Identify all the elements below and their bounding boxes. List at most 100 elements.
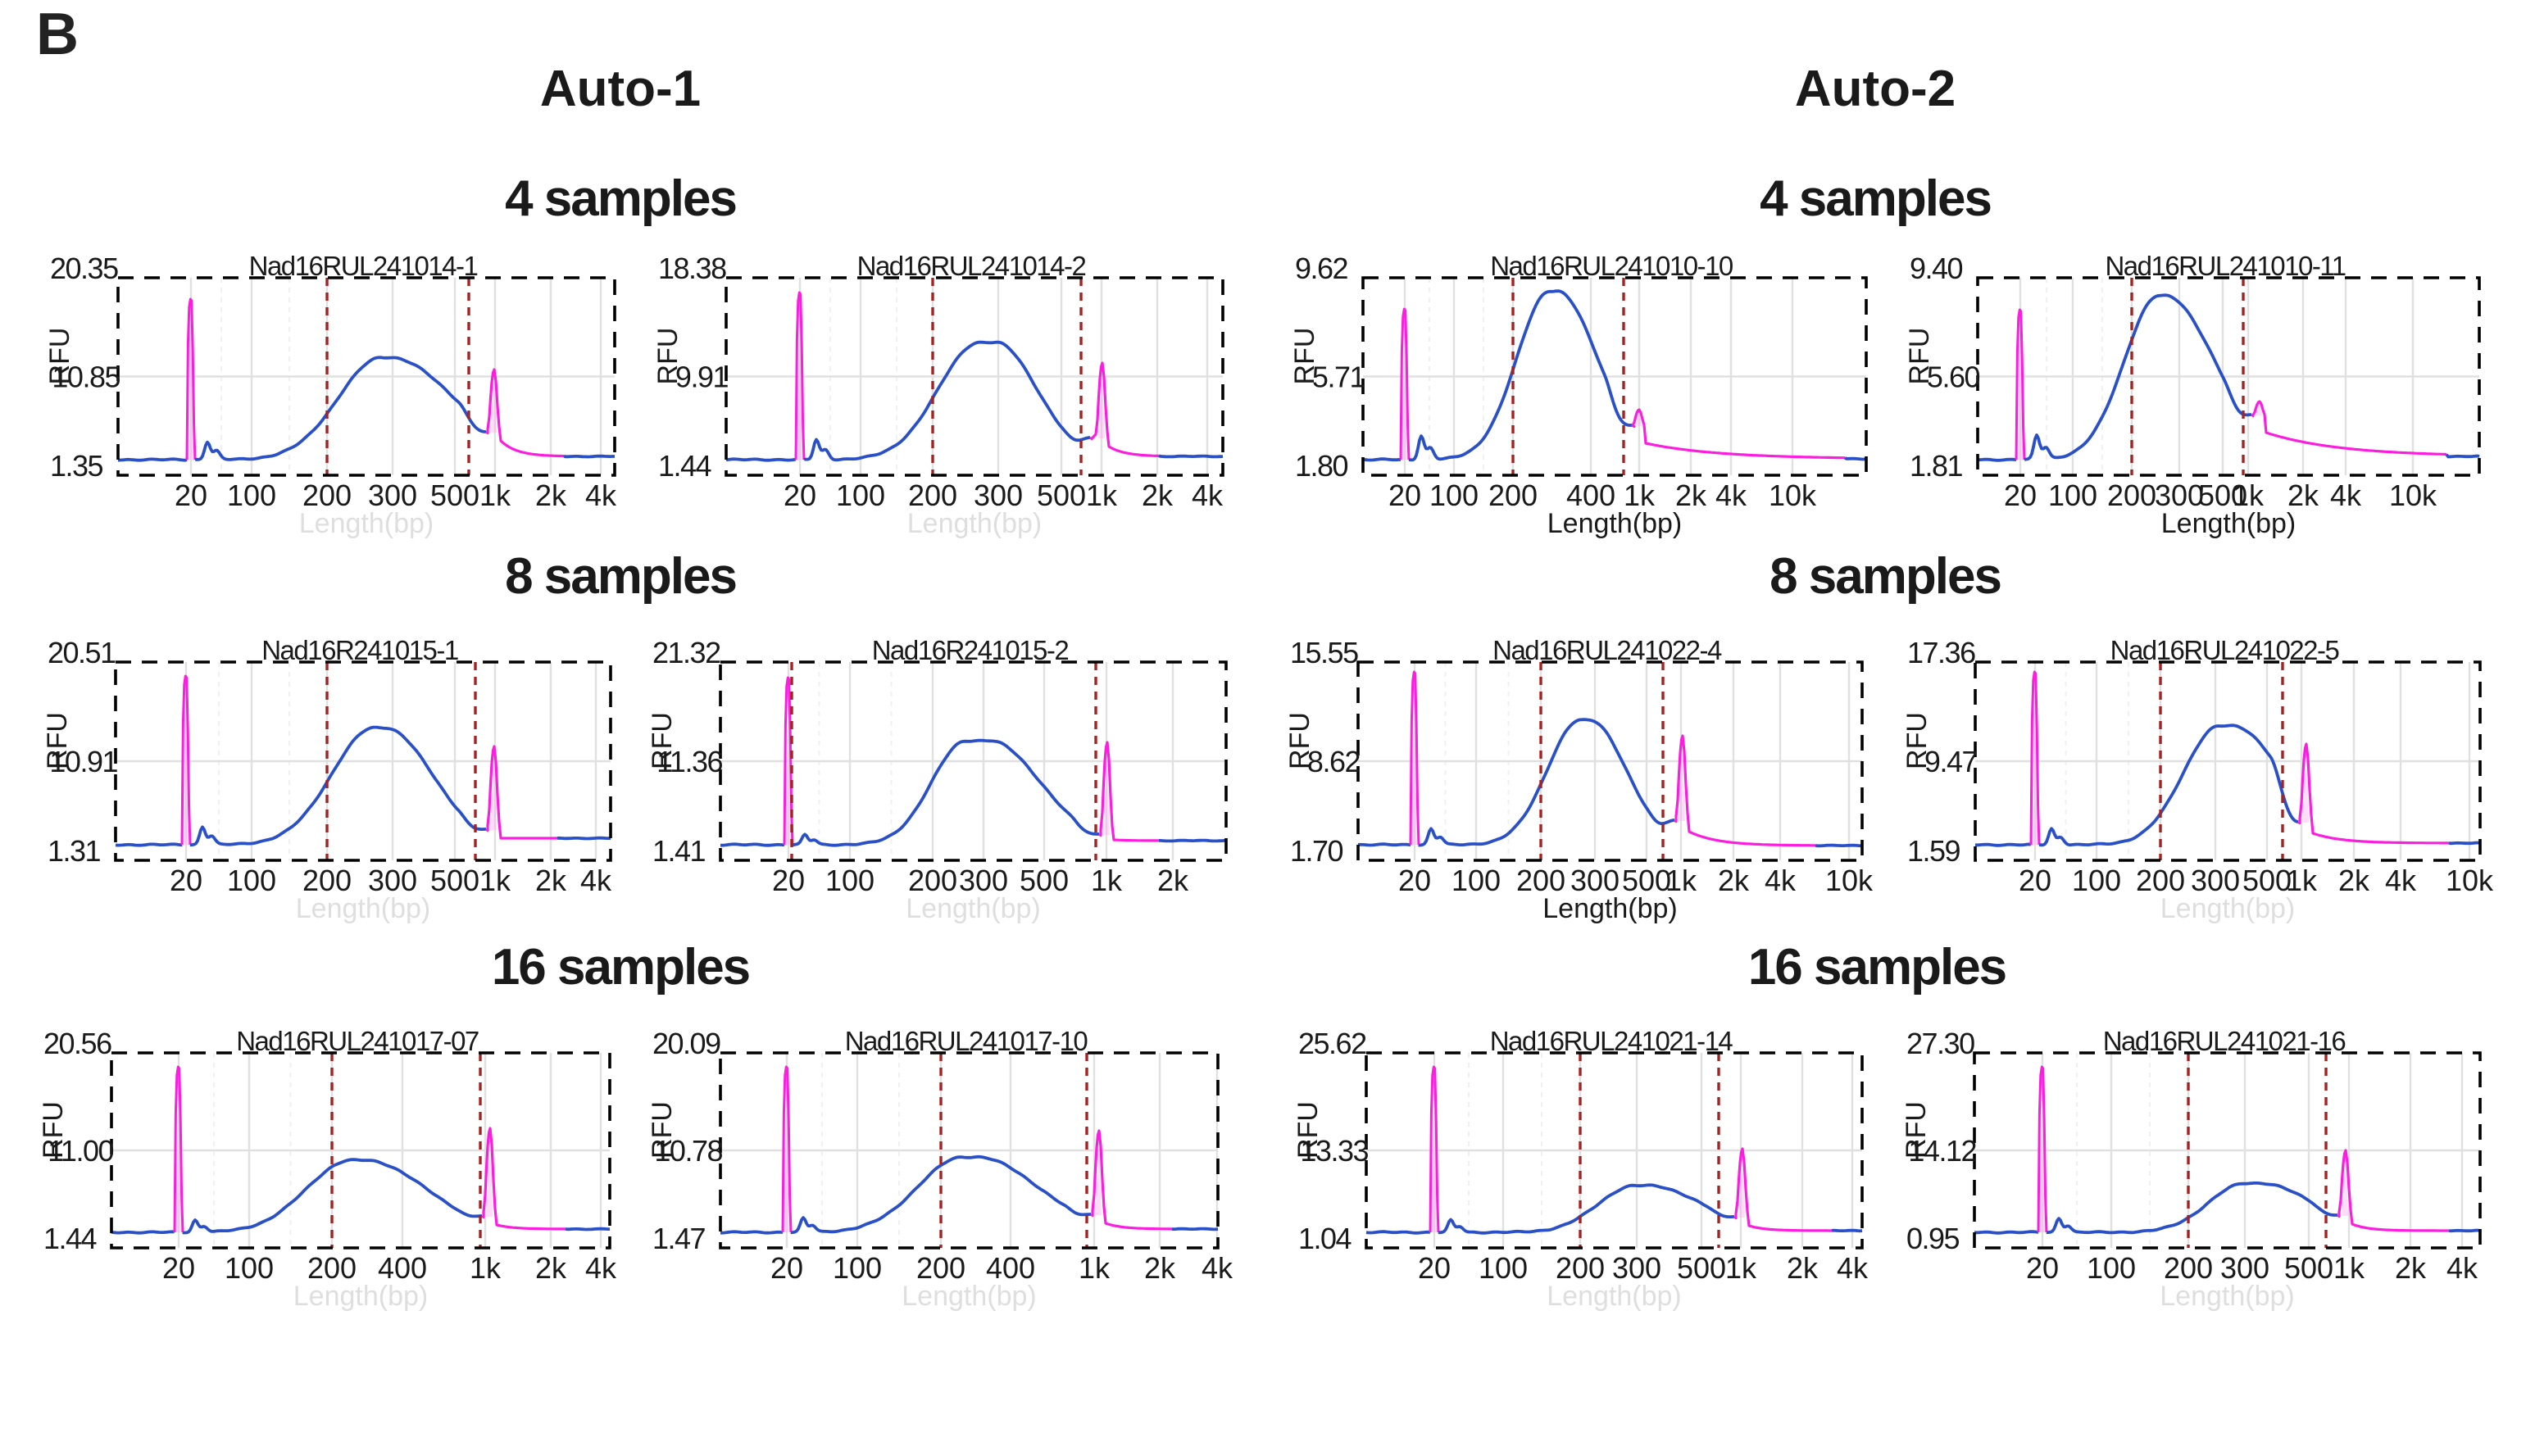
svg-text:15.55: 15.55 (1290, 636, 1358, 669)
svg-text:500: 500 (2242, 864, 2292, 897)
svg-text:Nad16RUL241017-10: Nad16RUL241017-10 (845, 1026, 1088, 1056)
svg-text:2k: 2k (2287, 479, 2319, 512)
svg-text:500: 500 (1037, 479, 1086, 512)
svg-text:10.85: 10.85 (52, 361, 120, 394)
svg-text:Length(bp): Length(bp) (2160, 1281, 2294, 1312)
svg-text:0.95: 0.95 (1906, 1222, 1960, 1255)
svg-text:4k: 4k (1202, 1251, 1233, 1285)
svg-text:1k: 1k (2286, 864, 2318, 897)
svg-text:100: 100 (2087, 1251, 2136, 1285)
svg-text:9.47: 9.47 (1924, 745, 1978, 778)
svg-text:18.38: 18.38 (658, 252, 726, 285)
svg-text:Auto-2: Auto-2 (1795, 61, 1956, 117)
svg-text:200: 200 (1488, 479, 1538, 512)
svg-text:Nad16RUL241022-4: Nad16RUL241022-4 (1492, 635, 1722, 665)
svg-text:300: 300 (368, 479, 417, 512)
svg-text:100: 100 (833, 1251, 882, 1285)
svg-text:B: B (36, 2, 79, 67)
svg-text:2k: 2k (1144, 1251, 1176, 1285)
svg-text:20: 20 (1398, 864, 1431, 897)
svg-text:11.36: 11.36 (656, 745, 722, 778)
svg-text:8.62: 8.62 (1307, 745, 1361, 778)
svg-text:RFU: RFU (38, 1101, 69, 1159)
svg-text:RFU: RFU (652, 328, 684, 385)
svg-text:Nad16RUL241021-14: Nad16RUL241021-14 (1490, 1026, 1733, 1056)
svg-text:400: 400 (986, 1251, 1035, 1285)
svg-text:21.32: 21.32 (652, 636, 720, 669)
svg-text:2k: 2k (1157, 864, 1189, 897)
svg-text:200: 200 (2164, 1251, 2213, 1285)
svg-text:1k: 1k (2233, 479, 2265, 512)
svg-text:RFU: RFU (1289, 328, 1320, 385)
svg-text:4k: 4k (585, 479, 617, 512)
svg-text:Length(bp): Length(bp) (906, 893, 1040, 924)
svg-text:13.33: 13.33 (1300, 1134, 1368, 1168)
svg-text:100: 100 (227, 479, 276, 512)
svg-text:RFU: RFU (647, 1101, 678, 1159)
svg-text:Length(bp): Length(bp) (2161, 508, 2296, 539)
svg-text:2k: 2k (535, 864, 567, 897)
svg-text:Length(bp): Length(bp) (1542, 893, 1677, 924)
svg-text:RFU: RFU (1284, 712, 1315, 769)
svg-text:20: 20 (1388, 479, 1421, 512)
svg-text:RFU: RFU (44, 328, 75, 385)
svg-text:200: 200 (908, 864, 957, 897)
svg-text:Auto-1: Auto-1 (540, 61, 701, 117)
svg-text:1.35: 1.35 (50, 449, 103, 483)
svg-text:20.09: 20.09 (652, 1027, 720, 1060)
svg-text:8 samples: 8 samples (505, 548, 736, 605)
svg-text:Length(bp): Length(bp) (296, 893, 430, 924)
svg-text:1.80: 1.80 (1295, 449, 1348, 483)
svg-text:Length(bp): Length(bp) (1547, 508, 1682, 539)
svg-text:9.91: 9.91 (675, 361, 729, 394)
svg-text:Nad16RUL241010-11: Nad16RUL241010-11 (2105, 251, 2345, 281)
svg-text:500: 500 (1622, 864, 1671, 897)
svg-text:2k: 2k (535, 1251, 567, 1285)
svg-text:8 samples: 8 samples (1770, 548, 2001, 605)
svg-text:10k: 10k (2446, 864, 2494, 897)
svg-text:1k: 1k (2333, 1251, 2365, 1285)
svg-text:200: 200 (1516, 864, 1565, 897)
svg-text:400: 400 (378, 1251, 427, 1285)
svg-text:2k: 2k (1787, 1251, 1819, 1285)
svg-text:10k: 10k (1769, 479, 1817, 512)
svg-text:20.51: 20.51 (48, 636, 116, 669)
svg-text:4 samples: 4 samples (505, 170, 736, 227)
svg-text:9.40: 9.40 (1910, 252, 1963, 285)
svg-text:500: 500 (2284, 1251, 2333, 1285)
svg-text:Nad16RUL241010-10: Nad16RUL241010-10 (1490, 251, 1733, 281)
svg-text:1k: 1k (1624, 479, 1656, 512)
svg-text:200: 200 (1556, 1251, 1605, 1285)
svg-text:Nad16R241015-1: Nad16R241015-1 (261, 635, 458, 665)
svg-text:100: 100 (225, 1251, 274, 1285)
svg-text:16 samples: 16 samples (492, 939, 749, 996)
svg-text:500: 500 (1677, 1251, 1726, 1285)
svg-text:2k: 2k (2338, 864, 2370, 897)
svg-text:200: 200 (307, 1251, 357, 1285)
svg-text:20: 20 (2004, 479, 2037, 512)
svg-text:100: 100 (836, 479, 885, 512)
svg-text:100: 100 (1451, 864, 1501, 897)
svg-text:300: 300 (1570, 864, 1620, 897)
svg-text:17.36: 17.36 (1907, 636, 1975, 669)
svg-text:20.56: 20.56 (43, 1027, 111, 1060)
svg-text:1k: 1k (479, 479, 511, 512)
svg-text:4k: 4k (580, 864, 612, 897)
svg-text:Nad16R241015-2: Nad16R241015-2 (872, 635, 1069, 665)
svg-text:200: 200 (916, 1251, 965, 1285)
svg-text:1k: 1k (1725, 1251, 1757, 1285)
svg-text:1.44: 1.44 (43, 1222, 97, 1255)
svg-text:4k: 4k (2446, 1251, 2478, 1285)
svg-text:RFU: RFU (1901, 712, 1933, 769)
svg-text:RFU: RFU (1292, 1101, 1324, 1159)
svg-text:20: 20 (770, 1251, 803, 1285)
svg-text:1.47: 1.47 (652, 1222, 706, 1255)
svg-text:Length(bp): Length(bp) (299, 508, 434, 539)
svg-text:4k: 4k (2330, 479, 2362, 512)
svg-text:4k: 4k (1837, 1251, 1869, 1285)
svg-text:2k: 2k (1675, 479, 1707, 512)
svg-text:300: 300 (2155, 479, 2204, 512)
svg-text:10.91: 10.91 (49, 745, 117, 778)
svg-text:11.00: 11.00 (48, 1134, 113, 1168)
svg-text:1k: 1k (1086, 479, 1118, 512)
